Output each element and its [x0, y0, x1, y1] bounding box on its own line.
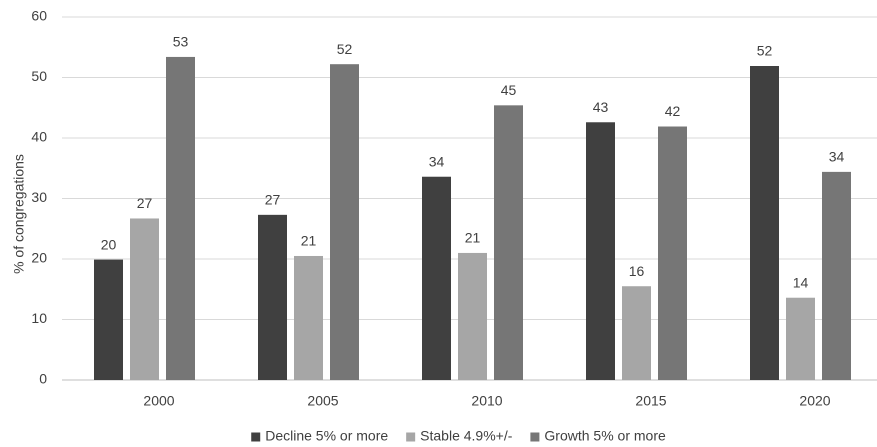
- data-label: 53: [173, 34, 189, 50]
- data-label: 52: [757, 43, 773, 59]
- data-label: 34: [429, 153, 445, 169]
- bar: [458, 252, 487, 380]
- bar: [166, 56, 195, 381]
- data-label: 45: [501, 82, 517, 98]
- legend-item: Stable 4.9%+/-: [406, 428, 513, 444]
- bar: [494, 105, 523, 380]
- x-tick-label: 2005: [307, 393, 338, 409]
- legend-item: Decline 5% or more: [251, 428, 388, 444]
- legend-label: Decline 5% or more: [265, 428, 388, 444]
- x-tick-label: 2015: [635, 393, 666, 409]
- legend-swatch: [406, 432, 416, 442]
- data-label: 16: [629, 263, 645, 279]
- bar: [294, 255, 323, 380]
- data-label: 27: [137, 195, 153, 211]
- y-tick-label: 50: [31, 68, 47, 84]
- bar: [422, 176, 451, 380]
- data-label: 34: [829, 149, 845, 165]
- x-tick-label: 2020: [799, 393, 830, 409]
- bar: [786, 297, 815, 380]
- legend-swatch: [530, 432, 540, 442]
- x-tick-label: 2010: [471, 393, 502, 409]
- data-label: 42: [665, 103, 681, 119]
- y-tick-label: 10: [31, 310, 47, 326]
- bar: [258, 214, 287, 380]
- y-axis-ticks: 0 10 20 30 40 50 60: [31, 8, 47, 387]
- data-label: 27: [265, 192, 281, 208]
- y-tick-label: 0: [39, 371, 47, 387]
- bar: [130, 218, 159, 380]
- x-axis-ticks: 2000 2005 2010 2015 2020: [143, 393, 830, 409]
- bar: [750, 66, 779, 380]
- y-tick-label: 30: [31, 189, 47, 205]
- legend-label: Growth 5% or more: [544, 428, 666, 444]
- bar: [622, 286, 651, 380]
- bar: [94, 259, 123, 380]
- data-label: 43: [593, 99, 609, 115]
- legend-item: Growth 5% or more: [530, 428, 666, 444]
- bars: [94, 56, 851, 381]
- legend: Decline 5% or more Stable 4.9%+/- Growth 5…: [251, 428, 666, 444]
- legend-swatch: [251, 432, 261, 442]
- y-axis-title: % of congregations: [11, 154, 27, 274]
- y-tick-label: 60: [31, 8, 47, 24]
- y-tick-label: 40: [31, 129, 47, 145]
- legend-label: Stable 4.9%+/-: [420, 428, 513, 444]
- gridlines: [62, 16, 877, 320]
- x-tick-label: 2000: [143, 393, 174, 409]
- data-label: 20: [101, 236, 117, 252]
- data-label: 14: [793, 274, 809, 290]
- data-labels: 20 27 53 27 21 52 34 21 45 43 16 42 52 14 34: [101, 34, 845, 291]
- bar: [658, 126, 687, 380]
- data-label: 21: [465, 230, 481, 246]
- data-label: 21: [301, 233, 317, 249]
- bar: [330, 64, 359, 380]
- bar: [586, 122, 615, 381]
- data-label: 52: [337, 41, 353, 57]
- bar: [822, 171, 851, 380]
- y-tick-label: 20: [31, 250, 47, 266]
